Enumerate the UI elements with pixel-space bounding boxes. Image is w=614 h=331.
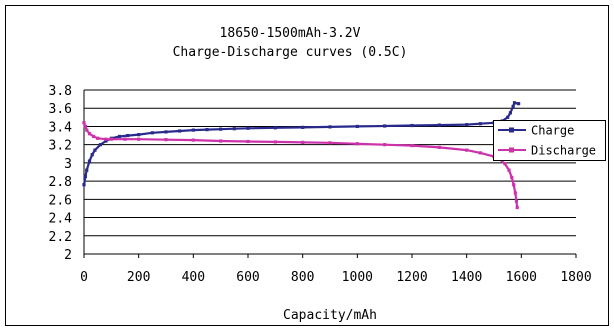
x-tick-label: 1200 [396, 270, 427, 285]
charge-data-point [117, 134, 122, 139]
charge-data-point [383, 124, 387, 128]
discharge-data-point [507, 168, 511, 172]
charge-data-point [328, 125, 332, 129]
x-tick-label: 600 [236, 270, 259, 285]
chart-title: 18650-1500mAh-3.2V [220, 26, 361, 41]
charge-data-point [506, 115, 510, 119]
discharge-data-point [273, 140, 277, 144]
charge-data-point [164, 130, 168, 134]
discharge-data-point [410, 143, 414, 148]
charge-data-point [82, 183, 86, 187]
discharge-data-point [478, 151, 482, 155]
discharge-data-point [328, 141, 332, 145]
charge-data-point [246, 126, 250, 130]
chart-subtitle: Charge-Discharge curves (0.5C) [173, 45, 408, 60]
discharge-data-point [191, 138, 195, 142]
charge-data-point [104, 139, 108, 143]
legend-charge-label: Charge [531, 124, 574, 138]
legend-charge-marker [509, 127, 514, 133]
charge-data-point [273, 126, 277, 130]
charge-data-point [178, 129, 182, 133]
legend-discharge-marker [509, 147, 514, 153]
discharge-data-point [510, 175, 514, 180]
x-tick-label: 200 [127, 270, 150, 285]
axes [83, 90, 576, 255]
discharge-data-point [246, 139, 250, 144]
x-tick-label: 1800 [560, 270, 591, 285]
charge-data-point [437, 123, 441, 127]
y-tick-label: 3.4 [49, 120, 73, 135]
charge-data-point [191, 128, 195, 132]
discharge-data-point [85, 128, 89, 132]
discharge-data-point [515, 205, 519, 210]
discharge-data-point [137, 137, 141, 141]
y-tick-label: 2.6 [49, 193, 72, 208]
discharge-data-point [513, 191, 517, 195]
y-tick-label: 3.2 [49, 139, 72, 154]
discharge-data-point [465, 148, 469, 152]
legend-discharge-label: Discharge [531, 144, 596, 158]
charge-data-point [150, 131, 154, 135]
x-tick-label: 1400 [451, 270, 482, 285]
discharge-data-point [503, 162, 507, 166]
charge-data-point [511, 104, 515, 108]
x-tick-label: 400 [182, 270, 205, 285]
charge-data-point [512, 101, 517, 105]
x-tick-label: 1600 [506, 270, 537, 285]
charge-data-point [205, 128, 209, 132]
y-tick-label: 3.6 [49, 102, 72, 117]
discharge-data-point [91, 134, 96, 139]
discharge-data-point [355, 142, 359, 146]
discharge-data-point [437, 145, 441, 149]
y-tick-label: 3 [64, 157, 72, 172]
charge-data-point [98, 143, 102, 147]
discharge-data-point [87, 132, 92, 136]
y-tick-label: 2.2 [49, 230, 72, 245]
charge-data-point [126, 133, 130, 138]
discharge-data-point [219, 139, 223, 143]
y-tick-label: 2.8 [49, 175, 72, 190]
x-axis-label: Capacity/mAh [283, 308, 377, 323]
x-tick-label: 800 [291, 270, 314, 285]
charge-data-point [90, 153, 94, 157]
discharge-data-point [383, 143, 387, 147]
charge-data-point [478, 122, 482, 126]
charge-data-point [219, 127, 223, 131]
discharge-data-point [123, 137, 127, 141]
charge-data-point [93, 148, 97, 152]
discharge-data-point [109, 137, 113, 141]
charge-data-point [355, 124, 359, 129]
charge-data-point [137, 133, 141, 137]
charge-data-point [301, 125, 305, 129]
discharge-data-point [96, 136, 100, 140]
charge-data-point [83, 174, 87, 179]
discharge-data-point [83, 124, 87, 129]
charge-data-point [410, 123, 414, 128]
y-tick-label: 2.4 [49, 212, 73, 227]
charge-data-point [508, 111, 512, 115]
legend: Charge Discharge [493, 120, 606, 161]
chart-border [5, 5, 609, 326]
charge-data-point [465, 123, 469, 127]
charge-data-point [517, 102, 521, 106]
charge-data-point [85, 168, 89, 172]
y-tick-label: 2 [64, 248, 72, 263]
discharge-data-point [104, 137, 108, 141]
discharge-data-point [301, 140, 305, 144]
charge-data-point [232, 127, 236, 131]
x-tick-label: 1000 [342, 270, 373, 285]
legend-box [493, 120, 606, 161]
y-tick-labels: 2 2.2 2.4 2.6 2.8 3 3.2 3.4 3.6 3.8 [49, 84, 73, 263]
y-tick-label: 3.8 [49, 84, 72, 99]
discharge-data-point [514, 199, 519, 203]
charge-data-point [87, 159, 92, 163]
discharge-data-point [82, 121, 86, 125]
x-tick-labels: 0 200 400 600 800 1000 1200 1400 1600 1800 [80, 254, 592, 285]
discharge-data-point [512, 183, 516, 187]
x-tick-label: 0 [80, 270, 88, 285]
discharge-data-point [164, 138, 168, 142]
